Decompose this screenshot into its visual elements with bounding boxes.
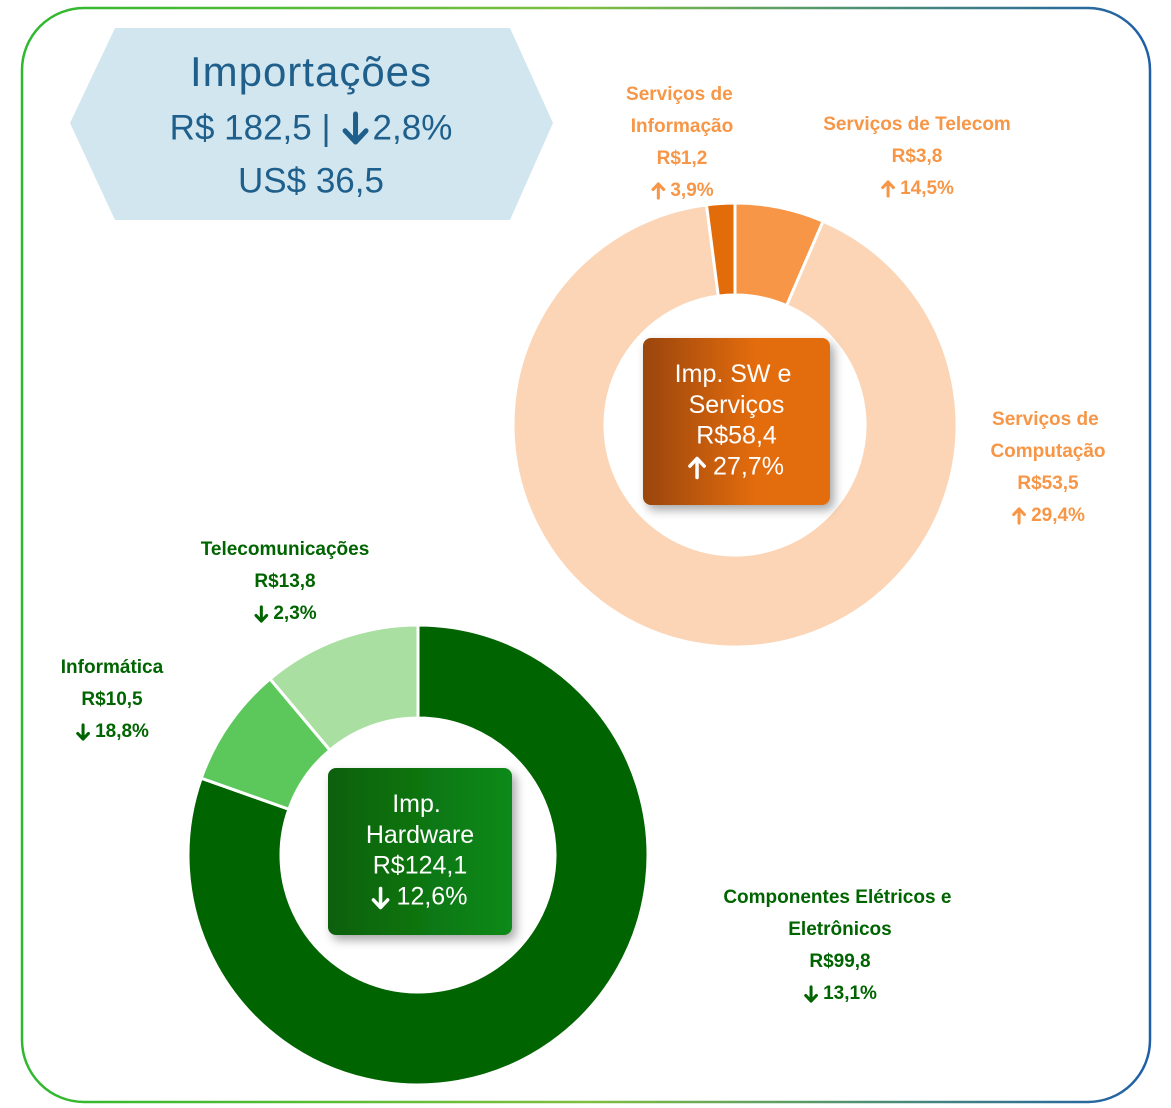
- donut-slice: [267, 623, 420, 753]
- change-label: 3,9%: [670, 180, 713, 201]
- slice-value-label: R$10,5: [81, 689, 143, 710]
- header-hexagon: [70, 28, 553, 220]
- center-label: Imp. SW e Serviços: [675, 360, 799, 419]
- center-box: [328, 768, 512, 935]
- change-label: 18,8%: [95, 721, 149, 742]
- donut-slice: [704, 201, 737, 298]
- donut-slice: [511, 203, 959, 649]
- arrow-up: [881, 180, 895, 198]
- change-label: 13,1%: [823, 983, 877, 1004]
- slice-value-label: R$3,8: [892, 146, 943, 167]
- center-box: [643, 338, 830, 505]
- change-label: 2,3%: [273, 603, 316, 624]
- header-title: Importações: [190, 48, 432, 95]
- arrow-down: [254, 605, 269, 623]
- slice-name: Componentes Elétricos e Eletrônicos: [723, 887, 956, 940]
- slice-value-label: R$99,8: [809, 951, 870, 972]
- change-label: 14,5%: [900, 178, 954, 199]
- slice-value-label: R$1,2: [657, 148, 708, 169]
- arrow-up: [688, 456, 706, 480]
- header-usd: US$ 36,5: [238, 161, 384, 200]
- slice-name: Serviços de Computação: [990, 409, 1105, 462]
- slice-name: Serviços de Informação: [626, 84, 738, 137]
- header-brl: R$ 182,5 |: [170, 108, 331, 147]
- arrow-down: [342, 111, 369, 145]
- arrow-down: [76, 723, 90, 741]
- center-total: R$124,1: [373, 852, 468, 880]
- center-label: Imp. Hardware: [366, 790, 474, 849]
- slice-value-label: R$53,5: [1017, 473, 1079, 494]
- arrow-up: [651, 182, 666, 200]
- arrow-down: [804, 985, 818, 1003]
- slice-name: Informática: [61, 657, 164, 678]
- donut-slice: [186, 623, 650, 1087]
- center-change: 12,6%: [397, 883, 468, 911]
- slice-name: Telecomunicações: [201, 539, 370, 560]
- header-brl-change: 2,8%: [373, 108, 453, 147]
- center-total: R$58,4: [696, 422, 777, 450]
- slice-name: Serviços de Telecom: [823, 114, 1011, 135]
- slice-value-label: R$13,8: [254, 571, 315, 592]
- change-label: 29,4%: [1031, 505, 1085, 526]
- arrow-down: [371, 886, 390, 910]
- center-change: 27,7%: [713, 453, 784, 481]
- arrow-up: [1012, 507, 1026, 525]
